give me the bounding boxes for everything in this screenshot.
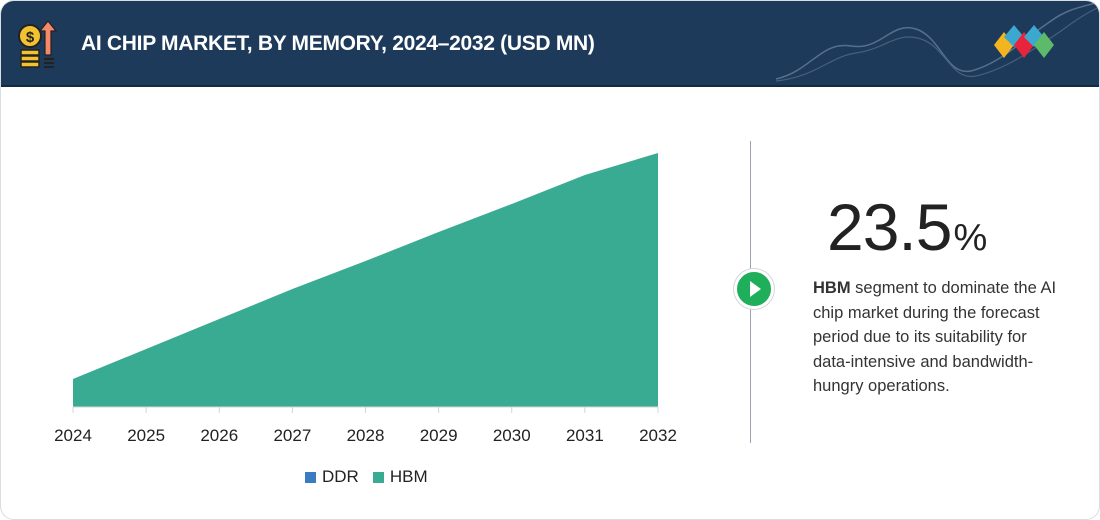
legend: DDR HBM bbox=[305, 467, 428, 487]
x-tick-label: 2028 bbox=[347, 426, 385, 445]
legend-label-hbm: HBM bbox=[389, 467, 428, 486]
legend-swatch-ddr bbox=[305, 472, 316, 483]
highlight-text: segment to dominate the AI chip market d… bbox=[813, 279, 1057, 395]
cagr-unit: % bbox=[953, 217, 987, 259]
x-tick-label: 2026 bbox=[200, 426, 238, 445]
play-arrow-icon bbox=[734, 269, 774, 309]
highlight-description: HBM segment to dominate the AI chip mark… bbox=[813, 276, 1063, 399]
x-tick-label: 2024 bbox=[54, 426, 92, 445]
money-growth-icon: $ bbox=[18, 20, 58, 68]
header: $ AI CHIP MARKET, BY MEMORY, 2024–2032 (… bbox=[1, 1, 1099, 87]
legend-item-hbm[interactable]: HBM bbox=[372, 467, 428, 487]
legend-swatch-hbm bbox=[372, 472, 384, 483]
svg-text:$: $ bbox=[26, 29, 35, 46]
x-tick-label: 2027 bbox=[273, 426, 311, 445]
x-tick-label: 2030 bbox=[493, 426, 531, 445]
legend-label-ddr: DDR bbox=[322, 467, 359, 486]
x-tick-label: 2032 bbox=[639, 426, 677, 445]
cagr-number: 23.5 bbox=[827, 190, 952, 264]
x-tick-label: 2031 bbox=[566, 426, 604, 445]
cagr-value: 23.5% bbox=[827, 189, 987, 265]
area-series-hbm bbox=[73, 153, 658, 407]
x-tick-label: 2029 bbox=[420, 426, 458, 445]
chart-title: AI CHIP MARKET, BY MEMORY, 2024–2032 (US… bbox=[81, 32, 595, 55]
area-chart: 2024 2025 2026 2027 2028 2029 2030 2031 2032 bbox=[54, 153, 677, 445]
x-tick-label: 2025 bbox=[127, 426, 165, 445]
brand-logo bbox=[994, 25, 1054, 58]
highlight-segment: HBM bbox=[813, 279, 851, 297]
legend-item-ddr[interactable]: DDR bbox=[305, 467, 359, 487]
decorative-waves bbox=[775, 1, 1099, 82]
